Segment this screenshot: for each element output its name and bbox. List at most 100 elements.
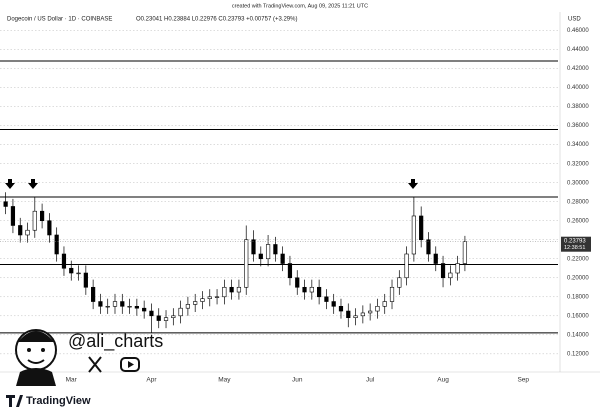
candle-body <box>207 296 212 299</box>
candle-body <box>353 315 358 319</box>
candle-body <box>426 239 431 255</box>
arrows <box>5 179 418 189</box>
x-tick-label: Aug <box>437 377 449 384</box>
candle-body <box>360 312 365 317</box>
candle-body <box>397 277 402 288</box>
candle-body <box>433 253 438 264</box>
candle-body <box>280 253 285 264</box>
candle-body <box>382 301 387 307</box>
candle-body <box>178 307 183 317</box>
y-tick-label: 0.26000 <box>567 218 589 224</box>
candle-body <box>287 263 293 279</box>
candle-body <box>193 301 198 305</box>
credit: created with TradingView.com, Aug 09, 20… <box>232 3 368 9</box>
candle-body <box>389 286 395 302</box>
x-tick-label: Sep <box>517 377 529 384</box>
candle-body <box>448 272 453 279</box>
y-tick-label: 0.20000 <box>567 275 589 281</box>
y-tick-label: 0.32000 <box>567 161 589 167</box>
x-tick-label: Jul <box>366 377 375 384</box>
y-tick-label: 0.36000 <box>567 123 589 129</box>
x-tick-label: Mar <box>66 377 78 384</box>
candle-body <box>244 239 249 288</box>
candle-body <box>83 272 88 288</box>
arrow <box>408 179 418 189</box>
candle-body <box>236 286 242 293</box>
candle-body <box>375 305 380 312</box>
arrow <box>5 179 15 189</box>
candle-body <box>462 241 468 264</box>
candle-body <box>3 201 8 207</box>
y-tick-label: 0.18000 <box>567 294 589 300</box>
candle-body <box>455 263 460 274</box>
candle-body <box>295 277 300 288</box>
brand: TradingView <box>26 395 91 407</box>
candle-body <box>156 315 161 321</box>
candle-body <box>331 301 336 307</box>
axis-unit: USD <box>568 17 581 23</box>
candle-body <box>251 239 256 255</box>
y-tick-label: 0.28000 <box>567 199 589 205</box>
y-tick-label: 0.14000 <box>567 332 589 338</box>
y-tick-label: 0.40000 <box>567 85 589 91</box>
candle-body <box>273 244 278 255</box>
y-tick-label: 0.38000 <box>567 104 589 110</box>
y-tick-label: 0.46000 <box>567 28 589 34</box>
y-tick-label: 0.42000 <box>567 66 589 72</box>
y-tick-label: 0.30000 <box>567 180 589 186</box>
countdown: 12:38:51 <box>564 245 585 251</box>
plot: 0.46000 0.44000 0.42000 0.40000 0.38000 0.360… <box>0 28 589 384</box>
candle-body <box>346 310 351 319</box>
candle-body <box>317 286 322 298</box>
candle-body <box>324 296 329 302</box>
candle-body <box>61 253 67 269</box>
candle-body <box>338 305 344 312</box>
candle-body <box>149 310 154 317</box>
handle: @ali_charts <box>68 331 163 352</box>
candle-body <box>127 305 132 308</box>
candle-body <box>18 225 23 236</box>
candle-body <box>10 206 16 226</box>
candle-body <box>258 253 263 260</box>
candle-body <box>419 215 424 241</box>
candle-body <box>47 220 52 236</box>
x-tick-label: Jun <box>292 377 303 384</box>
y-tick-label: 0.16000 <box>567 313 589 319</box>
last-price-box <box>561 236 591 252</box>
candle-body <box>54 234 59 255</box>
candle-body <box>222 286 227 298</box>
candle-body <box>32 210 37 231</box>
candle-body <box>214 296 220 298</box>
candle-body <box>185 304 190 309</box>
candle-body <box>265 244 271 260</box>
candle-body <box>309 286 314 293</box>
candle-body <box>302 286 307 293</box>
candle-body <box>25 229 30 236</box>
y-tick-label: 0.44000 <box>567 47 589 53</box>
y-tick-label: 0.12000 <box>567 351 589 357</box>
candle-body <box>163 317 169 321</box>
candle-body <box>39 210 45 222</box>
watermark: @ali_charts <box>15 329 163 386</box>
candle-body <box>368 310 373 314</box>
x-tick-label: May <box>218 377 231 384</box>
candle-body <box>91 286 96 302</box>
last-price-label: 0.23793 <box>564 238 586 244</box>
candle-body <box>411 215 416 255</box>
y-tick-label: 0.22000 <box>567 256 589 262</box>
candle-body <box>142 307 147 312</box>
candle-body <box>98 301 103 307</box>
candle-body <box>171 315 176 319</box>
candle-body <box>76 272 81 275</box>
candle-body <box>69 267 74 274</box>
ohlc: O0.23041 H0.23884 L0.22976 C0.23793 +0.0… <box>136 17 297 23</box>
candle-body <box>229 286 234 293</box>
brand-logo: TradingView <box>6 395 91 407</box>
candle-body <box>200 298 205 302</box>
candle-body <box>120 301 125 307</box>
candle-body <box>134 305 139 309</box>
x-tick-label: Apr <box>146 377 157 384</box>
y-tick-label: 0.34000 <box>567 142 589 148</box>
